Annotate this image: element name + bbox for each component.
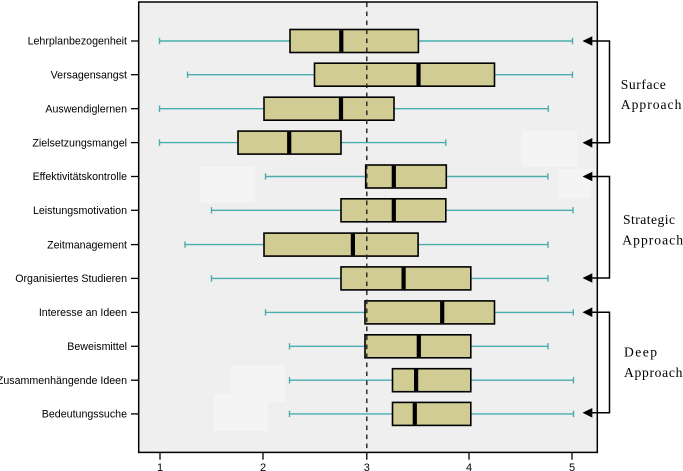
svg-text:Beweismittel: Beweismittel — [67, 341, 127, 353]
svg-text:Surface: Surface — [621, 77, 666, 92]
svg-text:5: 5 — [569, 462, 575, 471]
svg-text:4: 4 — [466, 462, 472, 471]
svg-text:Strategic: Strategic — [623, 212, 675, 227]
svg-text:3: 3 — [364, 462, 370, 471]
svg-text:2: 2 — [260, 462, 266, 471]
svg-text:Approach: Approach — [624, 365, 683, 380]
svg-text:Zeitmanagement: Zeitmanagement — [47, 239, 127, 251]
svg-text:Zielsetzungsmangel: Zielsetzungsmangel — [32, 137, 127, 149]
svg-text:Effektivitätskontrolle: Effektivitätskontrolle — [33, 171, 128, 183]
svg-text:Organisiertes Studieren: Organisiertes Studieren — [15, 273, 127, 285]
svg-text:Auswendiglernen: Auswendiglernen — [45, 103, 127, 115]
svg-text:Leistungsmotivation: Leistungsmotivation — [33, 205, 127, 217]
svg-text:1: 1 — [157, 462, 163, 471]
svg-text:Lehrplanbezogenheit: Lehrplanbezogenheit — [28, 36, 127, 48]
svg-text:Versagensangst: Versagensangst — [51, 69, 127, 81]
svg-text:Deep: Deep — [624, 345, 657, 360]
svg-text:Approach: Approach — [621, 97, 682, 112]
svg-text:Interesse an Ideen: Interesse an Ideen — [39, 307, 127, 319]
svg-text:Approach: Approach — [622, 233, 683, 248]
svg-text:Zusammenhängende Ideen: Zusammenhängende Ideen — [0, 375, 127, 387]
svg-text:Bedeutungssuche: Bedeutungssuche — [42, 409, 127, 421]
